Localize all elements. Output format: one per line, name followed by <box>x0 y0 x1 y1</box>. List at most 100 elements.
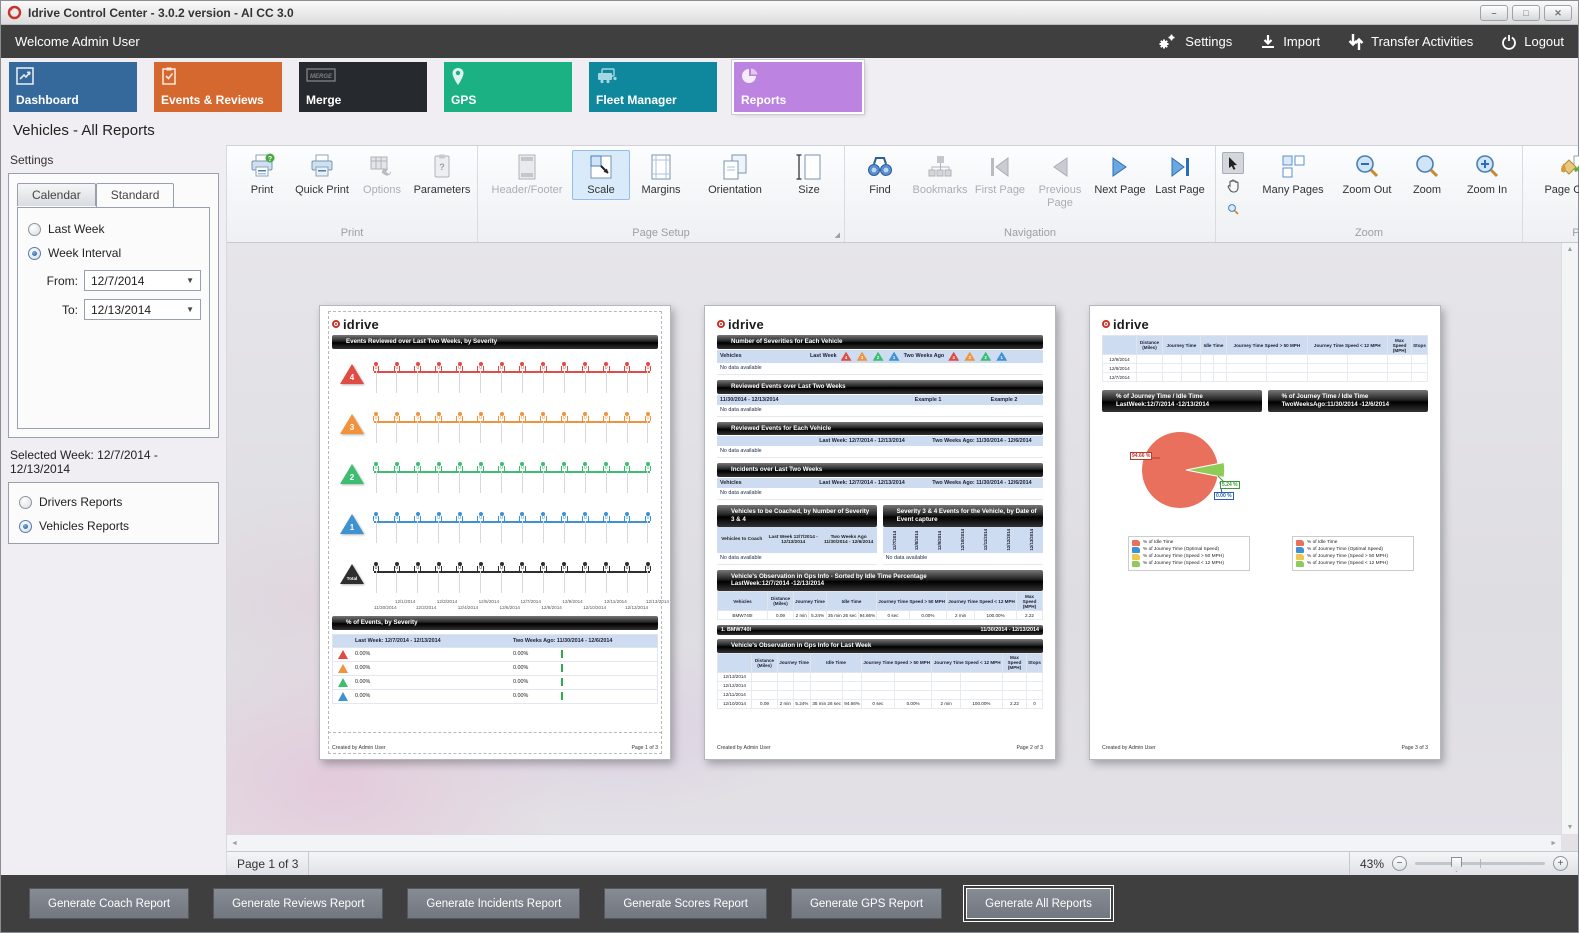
quick-print-button[interactable]: Quick Print <box>293 150 351 200</box>
print-button[interactable]: ? Print <box>233 150 291 200</box>
severity-badge: 3 <box>332 413 372 434</box>
radio-week-interval[interactable]: Week Interval <box>28 246 199 260</box>
magnifier-tool-button[interactable] <box>1222 198 1244 220</box>
severity-1-icon <box>338 691 348 701</box>
pointer-tool-button[interactable] <box>1222 152 1244 174</box>
zoom-slider-thumb[interactable] <box>1451 857 1462 872</box>
orientation-button[interactable]: Orientation <box>692 150 778 200</box>
horizontal-scrollbar[interactable]: ◄ ► <box>227 834 1561 851</box>
settings-button[interactable]: Settings <box>1156 33 1232 51</box>
severity-triangle-icon: 1 <box>888 351 900 361</box>
margin-guide <box>328 732 662 733</box>
timeline-marker: 0 <box>623 507 631 544</box>
scroll-right-icon[interactable]: ► <box>1550 839 1557 847</box>
maximize-button[interactable]: □ <box>1512 4 1540 21</box>
dialog-launcher-icon[interactable]: ◢ <box>834 232 840 239</box>
timeline-marker: 0 <box>498 407 506 444</box>
minimize-button[interactable]: – <box>1480 4 1508 21</box>
settings-panel: Calendar Standard Last Week Week Interva… <box>8 173 219 438</box>
page-color-button[interactable]: Page Color <box>1529 150 1579 200</box>
timeline-marker: 0 <box>456 457 464 494</box>
timeline-marker: 0 <box>581 357 589 394</box>
header-footer-button[interactable]: Header/Footer <box>484 150 570 200</box>
generate-all-reports-button[interactable]: Generate All Reports <box>963 885 1114 922</box>
scroll-up-icon[interactable]: ▲ <box>1566 246 1574 253</box>
many-pages-button[interactable]: Many Pages <box>1250 150 1336 200</box>
generate-coach-report-button[interactable]: Generate Coach Report <box>29 888 190 919</box>
options-button[interactable]: Options <box>353 150 411 200</box>
svg-text:?: ? <box>439 162 445 172</box>
ribbon-group-label: Navigation <box>1004 227 1056 239</box>
generate-incidents-report-button[interactable]: Generate Incidents Report <box>407 888 581 919</box>
scale-button[interactable]: Scale <box>572 150 630 200</box>
tab-merge[interactable]: MERGE Merge <box>299 62 427 112</box>
timeline-marker: 0 <box>414 357 422 394</box>
timeline-marker: 0 <box>518 507 526 544</box>
radio-circle[interactable] <box>28 246 41 260</box>
idrive-logo: idrive <box>1102 316 1428 332</box>
radio-vehicles-reports[interactable]: Vehicles Reports <box>19 519 208 533</box>
zoom-slider[interactable] <box>1415 857 1545 872</box>
timeline-marker: 0 <box>518 357 526 394</box>
zoom-in-button[interactable]: Zoom In <box>1458 150 1516 200</box>
margins-button[interactable]: Margins <box>632 150 690 200</box>
to-date-value: 12/13/2014 <box>91 302 152 317</box>
radio-label: Drivers Reports <box>39 495 123 509</box>
generate-reviews-report-button[interactable]: Generate Reviews Report <box>213 888 384 919</box>
radio-circle[interactable] <box>19 495 32 509</box>
tab-fleet-manager[interactable]: Fleet Manager <box>589 62 717 112</box>
import-button[interactable]: Import <box>1260 34 1320 50</box>
radio-circle[interactable] <box>28 222 41 236</box>
timeline-marker: 0 <box>435 507 443 544</box>
from-date-select[interactable]: 12/7/2014 ▼ <box>84 270 201 291</box>
top-bar: Welcome Admin User Settings Import Trans… <box>1 25 1578 58</box>
pointer-icon <box>1229 157 1237 170</box>
size-button[interactable]: Size <box>780 150 838 200</box>
svg-text:MERGE: MERGE <box>310 74 333 80</box>
generate-scores-report-button[interactable]: Generate Scores Report <box>604 888 767 919</box>
idrive-logo: idrive <box>332 316 658 332</box>
last-page-button[interactable]: Last Page <box>1151 150 1209 200</box>
pct-table-row: 0.00% 0.00% <box>332 689 658 704</box>
scroll-left-icon[interactable]: ◄ <box>231 839 238 847</box>
next-page-button[interactable]: Next Page <box>1091 150 1149 200</box>
generate-gps-report-button[interactable]: Generate GPS Report <box>790 888 943 919</box>
radio-last-week[interactable]: Last Week <box>28 222 199 236</box>
tab-gps[interactable]: GPS <box>444 62 572 112</box>
tab-calendar[interactable]: Calendar <box>17 183 96 206</box>
vertical-scrollbar[interactable]: ▲ ▼ <box>1561 243 1578 834</box>
zoom-in-button[interactable]: + <box>1553 856 1568 871</box>
find-button[interactable]: Find <box>851 150 909 200</box>
settings-label: Settings <box>1185 34 1233 49</box>
to-date-select[interactable]: 12/13/2014 ▼ <box>84 299 201 320</box>
close-button[interactable]: ✕ <box>1544 4 1572 21</box>
zoom-icon <box>1416 155 1439 178</box>
tab-dashboard[interactable]: Dashboard <box>9 62 137 112</box>
zoom-out-button[interactable]: − <box>1392 856 1407 871</box>
legend-color-chip <box>1132 553 1140 560</box>
tab-reports[interactable]: Reports <box>732 60 864 114</box>
module-tabs: Dashboard Events & Reviews MERGE Merge G… <box>1 58 1578 116</box>
zoom-button[interactable]: Zoom <box>1398 150 1456 200</box>
zoom-out-button[interactable]: Zoom Out <box>1338 150 1396 200</box>
parameters-button[interactable]: ? Parameters <box>413 150 471 200</box>
tab-standard[interactable]: Standard <box>95 183 175 207</box>
first-page-button[interactable]: First Page <box>971 150 1029 200</box>
logout-button[interactable]: Logout <box>1501 34 1564 50</box>
bookmarks-button[interactable]: Bookmarks <box>911 150 969 200</box>
previous-page-button[interactable]: Previous Page <box>1031 150 1089 212</box>
date-label: 12/6/2014 <box>499 604 520 610</box>
report-page-2: idrive Number of Severities for Each Veh… <box>704 305 1056 760</box>
timeline-marker: 0 <box>414 407 422 444</box>
transfer-activities-button[interactable]: Transfer Activities <box>1348 33 1473 51</box>
logout-label: Logout <box>1524 34 1564 49</box>
legend-color-chip <box>1132 539 1140 546</box>
table-row: 12/12/2014 <box>717 680 1043 691</box>
zoom-tool-stack <box>1222 150 1244 220</box>
bookmarks-icon <box>928 156 952 177</box>
tab-events-reviews[interactable]: Events & Reviews <box>154 62 282 112</box>
radio-drivers-reports[interactable]: Drivers Reports <box>19 495 208 509</box>
hand-tool-button[interactable] <box>1222 175 1244 197</box>
scroll-down-icon[interactable]: ▼ <box>1566 824 1574 831</box>
radio-circle[interactable] <box>19 519 32 533</box>
